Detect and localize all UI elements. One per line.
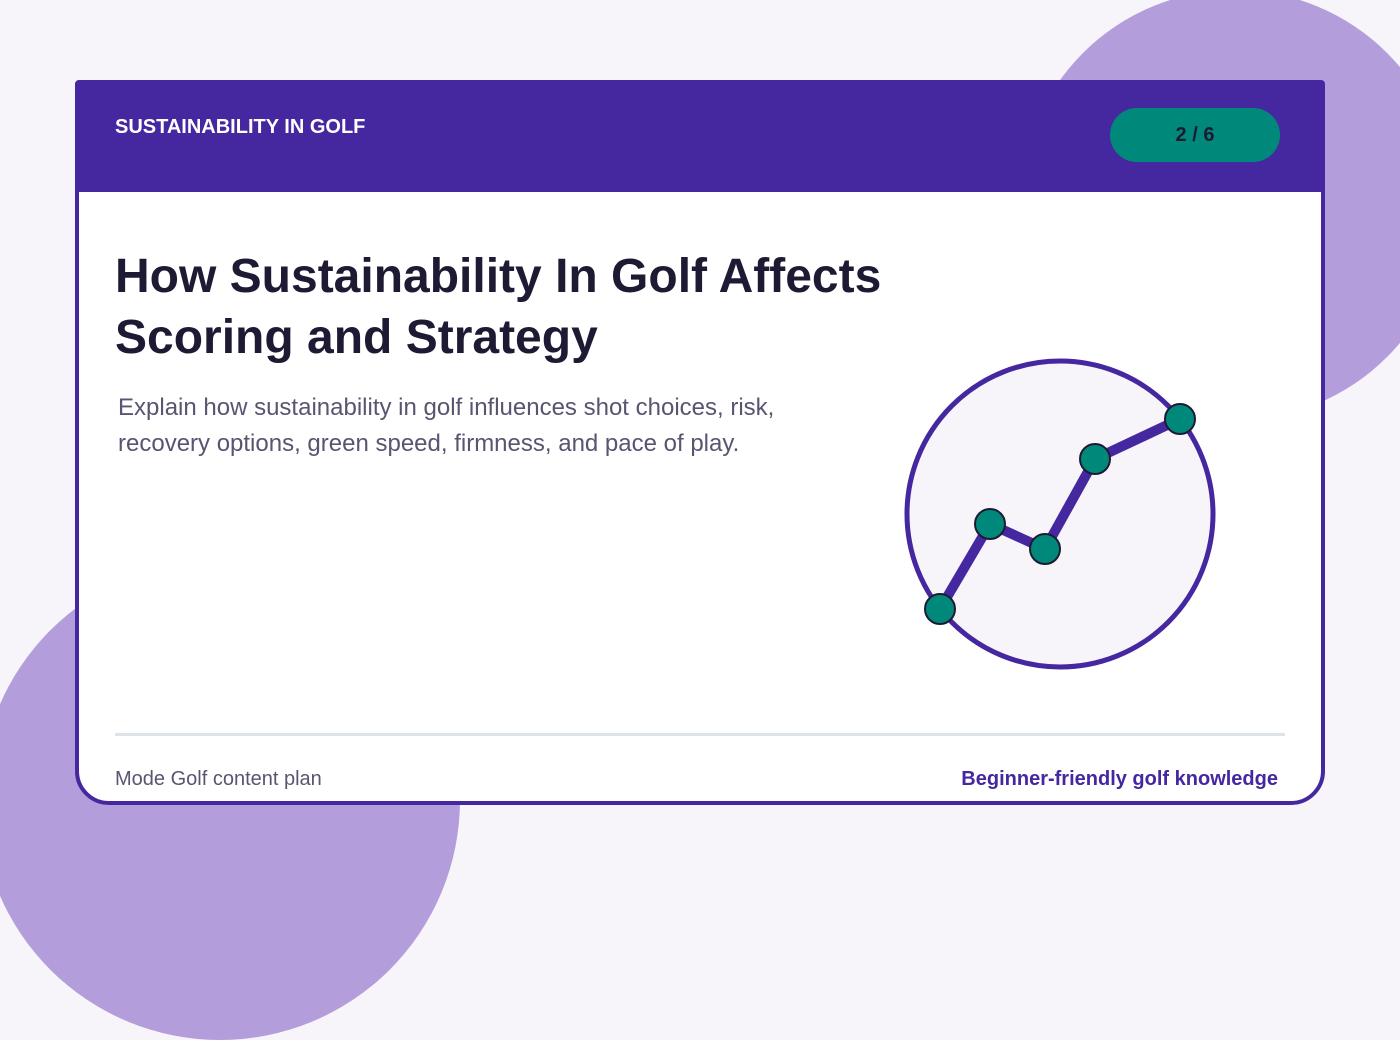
- icon-dot: [924, 593, 956, 625]
- footer-left: Mode Golf content plan: [115, 768, 322, 790]
- icon-dot: [1029, 533, 1061, 565]
- divider: [115, 733, 1285, 736]
- footer-right: Beginner-friendly golf knowledge: [961, 768, 1278, 790]
- header-band: SUSTAINABILITY IN GOLF 2 / 6: [79, 84, 1321, 192]
- icon-dot: [974, 508, 1006, 540]
- page-indicator: 2 / 6: [1110, 108, 1280, 162]
- trend-icon: [904, 358, 1216, 670]
- icon-dot: [1079, 443, 1111, 475]
- icon-dots: [924, 403, 1196, 625]
- header-label: SUSTAINABILITY IN GOLF: [115, 116, 366, 138]
- title: How Sustainability In Golf Affects Scori…: [115, 250, 882, 364]
- subtitle: Explain how sustainability in golf influ…: [118, 394, 775, 457]
- icon-dot: [1164, 403, 1196, 435]
- card: SUSTAINABILITY IN GOLF 2 / 6 How Sustain…: [75, 80, 1325, 805]
